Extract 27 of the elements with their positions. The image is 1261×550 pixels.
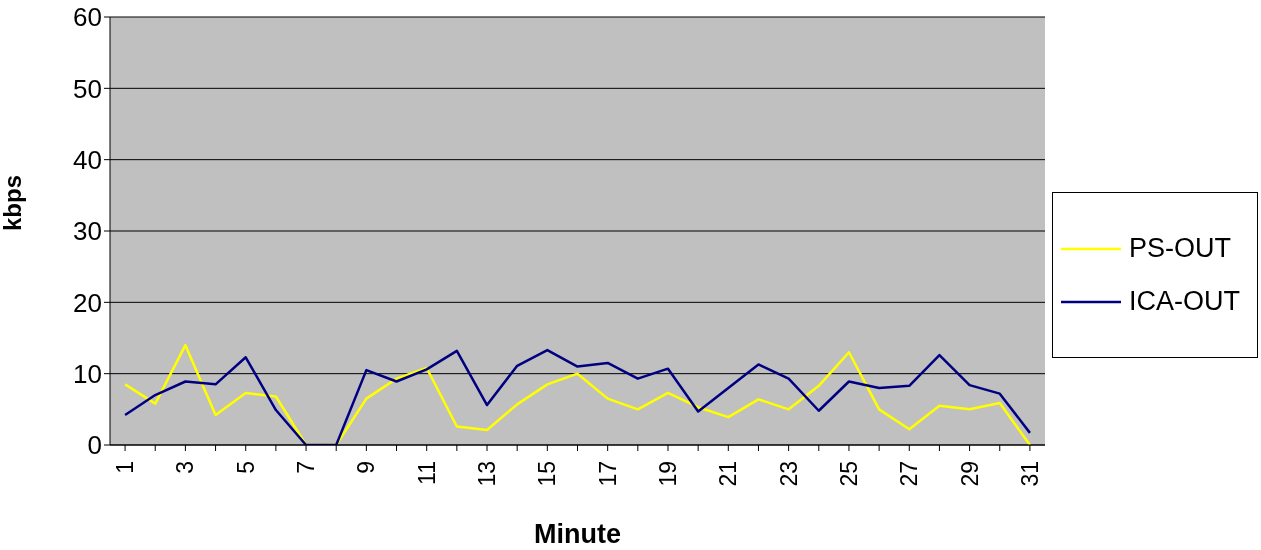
- x-tick-label: 13: [474, 461, 501, 487]
- legend-label: PS-OUT: [1129, 233, 1232, 264]
- x-tick-label: 9: [353, 461, 380, 474]
- x-tick-label: 29: [956, 461, 983, 487]
- x-axis-title: Minute: [534, 519, 621, 549]
- x-tick-label: 31: [1016, 461, 1043, 487]
- legend-label: ICA-OUT: [1129, 286, 1240, 317]
- x-tick-label: 15: [534, 461, 561, 487]
- y-tick-label: 20: [73, 287, 102, 318]
- x-tick-label: 19: [654, 461, 681, 487]
- x-tick-label: 11: [413, 461, 440, 485]
- y-tick-label: 10: [73, 358, 102, 389]
- x-tick-label: 17: [594, 461, 621, 487]
- y-tick-label: 50: [73, 73, 102, 104]
- y-tick-label: 40: [73, 144, 102, 175]
- x-tick-label: 21: [715, 461, 742, 487]
- x-tick-label: 25: [835, 461, 862, 487]
- y-tick-label: 30: [73, 216, 102, 247]
- x-tick-label: 5: [232, 461, 259, 474]
- y-axis-title: kbps: [0, 174, 26, 231]
- y-tick-label: 0: [87, 430, 102, 461]
- y-tick-label: 60: [73, 2, 102, 33]
- x-tick-label: 7: [293, 461, 320, 474]
- x-tick-label: 1: [112, 461, 139, 474]
- x-tick-label: 23: [775, 461, 802, 487]
- x-tick-label: 3: [172, 461, 199, 474]
- x-tick-label: 27: [896, 461, 923, 487]
